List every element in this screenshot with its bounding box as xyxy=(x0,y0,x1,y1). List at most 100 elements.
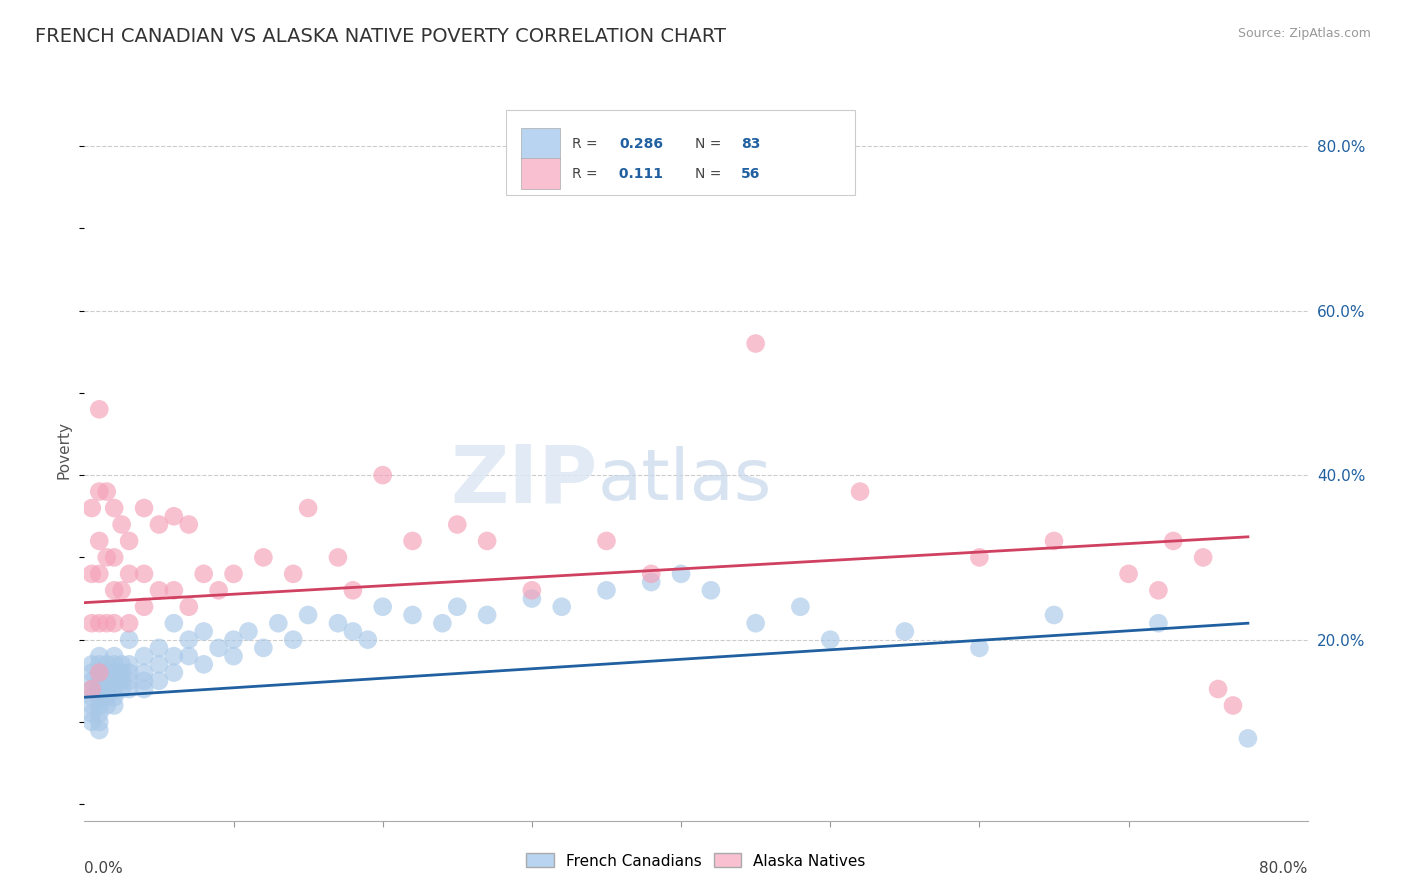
Point xyxy=(818,632,841,647)
Point xyxy=(475,533,498,548)
Point xyxy=(111,517,134,532)
Point xyxy=(1147,583,1170,598)
Point xyxy=(1192,550,1215,565)
Point xyxy=(111,673,134,688)
Point xyxy=(118,533,141,548)
Point xyxy=(89,698,111,713)
Point xyxy=(89,690,111,705)
Point xyxy=(96,484,118,499)
Point xyxy=(283,566,305,581)
Point xyxy=(96,698,118,713)
Point xyxy=(193,566,215,581)
Point xyxy=(744,336,766,351)
Point xyxy=(89,665,111,680)
Point xyxy=(96,665,118,680)
Point xyxy=(148,517,170,532)
Point xyxy=(700,583,723,598)
Point xyxy=(111,657,134,672)
Point xyxy=(177,649,200,664)
Point xyxy=(118,616,141,631)
Point xyxy=(103,649,125,664)
Text: 0.286: 0.286 xyxy=(619,137,662,151)
Point xyxy=(89,566,111,581)
Point xyxy=(446,599,468,614)
Point xyxy=(520,583,543,598)
Point xyxy=(283,632,305,647)
Point xyxy=(89,665,111,680)
Text: 0.0%: 0.0% xyxy=(84,862,124,876)
Point xyxy=(118,566,141,581)
Point xyxy=(96,681,118,696)
Point xyxy=(89,723,111,738)
Point xyxy=(96,550,118,565)
Point xyxy=(80,665,103,680)
Point xyxy=(118,657,141,672)
Point xyxy=(163,583,186,598)
Text: R =: R = xyxy=(572,167,602,181)
Point xyxy=(103,690,125,705)
Point xyxy=(193,657,215,672)
FancyBboxPatch shape xyxy=(506,110,855,195)
Point xyxy=(89,533,111,548)
Point xyxy=(80,698,103,713)
Point xyxy=(1206,681,1229,696)
Point xyxy=(595,583,617,598)
Point xyxy=(118,673,141,688)
Point xyxy=(1118,566,1140,581)
Point xyxy=(80,616,103,631)
Point xyxy=(163,649,186,664)
Point xyxy=(595,533,617,548)
Point xyxy=(132,501,155,516)
Point xyxy=(222,649,245,664)
Point xyxy=(89,673,111,688)
Point xyxy=(267,616,290,631)
Point xyxy=(111,583,134,598)
Point xyxy=(132,665,155,680)
Text: atlas: atlas xyxy=(598,446,772,515)
Point xyxy=(80,566,103,581)
Point xyxy=(326,550,349,565)
Point xyxy=(342,583,364,598)
Text: R =: R = xyxy=(572,137,602,151)
Text: N =: N = xyxy=(695,137,725,151)
Point xyxy=(132,599,155,614)
Point xyxy=(132,681,155,696)
Point xyxy=(163,665,186,680)
Point xyxy=(222,566,245,581)
Point xyxy=(475,607,498,622)
Point xyxy=(103,550,125,565)
Text: FRENCH CANADIAN VS ALASKA NATIVE POVERTY CORRELATION CHART: FRENCH CANADIAN VS ALASKA NATIVE POVERTY… xyxy=(35,27,725,45)
Point xyxy=(640,566,662,581)
Point xyxy=(103,673,125,688)
Point xyxy=(207,583,229,598)
Point xyxy=(148,673,170,688)
Point xyxy=(148,583,170,598)
Point xyxy=(1222,698,1244,713)
Point xyxy=(132,566,155,581)
Text: N =: N = xyxy=(695,167,725,181)
Point xyxy=(111,665,134,680)
Point xyxy=(252,550,274,565)
Point xyxy=(103,698,125,713)
Point xyxy=(1237,731,1260,746)
Point xyxy=(89,649,111,664)
Text: 56: 56 xyxy=(741,167,761,181)
Point xyxy=(849,484,872,499)
Legend: French Canadians, Alaska Natives: French Canadians, Alaska Natives xyxy=(526,854,866,869)
Point xyxy=(103,583,125,598)
Point xyxy=(96,657,118,672)
Point xyxy=(520,591,543,606)
Point xyxy=(669,566,692,581)
Point xyxy=(1163,533,1185,548)
Point xyxy=(401,607,423,622)
Point xyxy=(177,599,200,614)
Point xyxy=(80,690,103,705)
Point xyxy=(132,673,155,688)
Point xyxy=(118,665,141,680)
Point xyxy=(640,575,662,590)
Point xyxy=(80,706,103,721)
Point xyxy=(118,681,141,696)
Point xyxy=(432,616,454,631)
Point xyxy=(96,616,118,631)
Point xyxy=(89,616,111,631)
